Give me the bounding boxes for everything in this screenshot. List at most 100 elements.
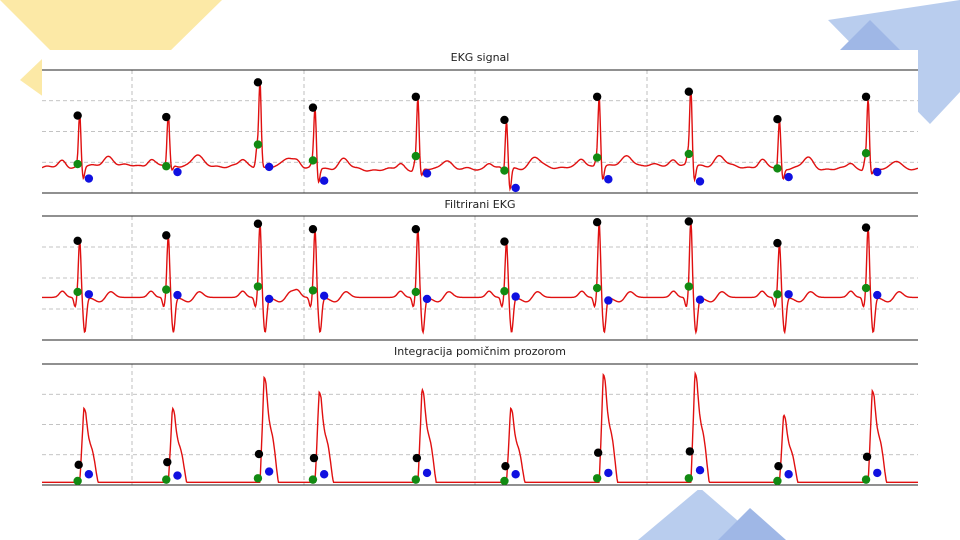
s-point-marker [695,177,705,186]
ekg-figure: EKG signal Filtrirani EKG Integracija po… [42,50,918,490]
q-point-marker [308,286,318,295]
r-peak-marker [163,457,172,467]
q-point-marker [861,149,871,158]
q-point-marker [592,474,602,483]
s-point-marker [511,470,520,479]
q-point-marker [73,476,82,486]
s-point-marker [604,175,613,184]
q-point-marker [308,475,318,484]
q-point-marker [253,282,263,291]
s-point-marker [264,162,274,172]
r-peak-marker [73,236,82,245]
r-peak-marker [773,115,782,124]
s-point-marker [695,295,705,304]
r-peak-marker [73,111,82,120]
q-point-marker [411,287,421,297]
r-peak-marker [500,115,509,125]
q-point-marker [684,474,694,483]
q-point-marker [411,475,421,484]
q-point-marker [773,476,782,486]
q-point-marker [73,287,82,297]
q-point-marker [773,290,782,299]
r-peak-marker [593,448,603,457]
r-peak-marker [592,92,602,101]
q-point-marker [684,282,694,291]
s-point-marker [84,290,94,299]
q-point-marker [162,285,171,294]
s-point-marker [511,292,520,301]
r-peak-marker [773,238,782,248]
s-point-marker [604,468,613,478]
decor-blue-bottom-2 [718,508,786,540]
r-peak-marker [254,449,264,459]
q-point-marker [253,140,263,149]
r-peak-marker [592,218,602,227]
r-peak-marker [861,92,871,101]
s-point-marker [319,470,329,479]
s-point-marker [784,172,793,182]
r-peak-marker [411,224,421,234]
r-peak-marker [684,87,694,96]
s-point-marker [695,466,705,475]
r-peak-marker [501,461,510,471]
r-peak-marker [253,78,263,87]
q-point-marker [411,151,421,161]
s-point-marker [173,167,182,177]
r-peak-marker [862,452,872,461]
ekg-signal-line [42,221,918,335]
s-point-marker [319,176,329,185]
r-peak-marker [774,461,783,471]
q-point-marker [308,156,318,165]
panel-title-filtered: Filtrirani EKG [444,198,516,211]
s-point-marker [173,290,182,300]
ekg-plot [42,69,918,486]
r-peak-marker [308,224,318,234]
s-point-marker [784,290,793,299]
q-point-marker [773,164,782,173]
q-point-marker [684,149,694,159]
s-point-marker [84,470,94,479]
s-point-marker [173,471,182,480]
q-point-marker [162,162,171,171]
ekg-signal-line [42,82,918,192]
s-point-marker [319,291,329,301]
s-point-marker [422,169,432,178]
r-peak-marker [500,237,509,246]
s-point-marker [264,294,274,304]
r-peak-marker [309,453,319,463]
decor-blue-bottom-1 [638,488,760,540]
s-point-marker [873,290,882,300]
q-point-marker [500,166,509,175]
r-peak-marker [74,460,83,470]
q-point-marker [162,475,171,484]
r-peak-marker [162,231,171,240]
ekg-signal-line [42,370,918,483]
q-point-marker [861,283,871,293]
q-point-marker [500,476,509,486]
s-point-marker [422,468,432,478]
q-point-marker [861,475,871,484]
q-point-marker [592,153,602,162]
r-peak-marker [861,223,871,232]
r-peak-marker [411,92,421,101]
s-point-marker [511,183,520,193]
s-point-marker [784,470,793,479]
r-peak-marker [412,453,422,463]
s-point-marker [873,468,882,478]
r-peak-marker [308,103,318,112]
s-point-marker [604,296,613,305]
s-point-marker [84,174,94,183]
q-point-marker [73,159,82,169]
r-peak-marker [684,217,694,226]
s-point-marker [422,294,432,304]
r-peak-marker [685,447,695,456]
panel-title-integration: Integracija pomičnim prozorom [394,345,566,358]
s-point-marker [873,167,882,177]
r-peak-marker [162,112,171,122]
q-point-marker [500,286,509,296]
q-point-marker [592,283,602,293]
r-peak-marker [253,219,263,228]
decor-blue-triangle-small [840,20,900,50]
panel-title-ekg: EKG signal [450,51,510,64]
s-point-marker [264,467,274,476]
